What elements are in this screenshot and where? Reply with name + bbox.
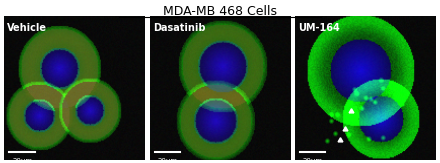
- Text: Vehicle: Vehicle: [7, 23, 48, 33]
- Text: Dasatinib: Dasatinib: [153, 23, 205, 33]
- Text: 20μm: 20μm: [157, 158, 177, 163]
- Text: 20μm: 20μm: [12, 158, 32, 163]
- Text: MDA-MB 468 Cells: MDA-MB 468 Cells: [163, 5, 277, 18]
- Text: 20μm: 20μm: [302, 158, 323, 163]
- Text: UM-164: UM-164: [298, 23, 340, 33]
